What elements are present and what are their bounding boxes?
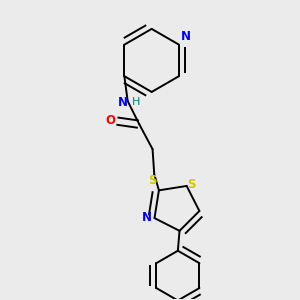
Text: N: N — [142, 211, 152, 224]
Text: N: N — [181, 30, 190, 43]
Text: S: S — [148, 173, 157, 187]
Text: N: N — [118, 96, 128, 109]
Text: S: S — [187, 178, 196, 191]
Text: H: H — [132, 97, 140, 107]
Text: O: O — [105, 115, 115, 128]
